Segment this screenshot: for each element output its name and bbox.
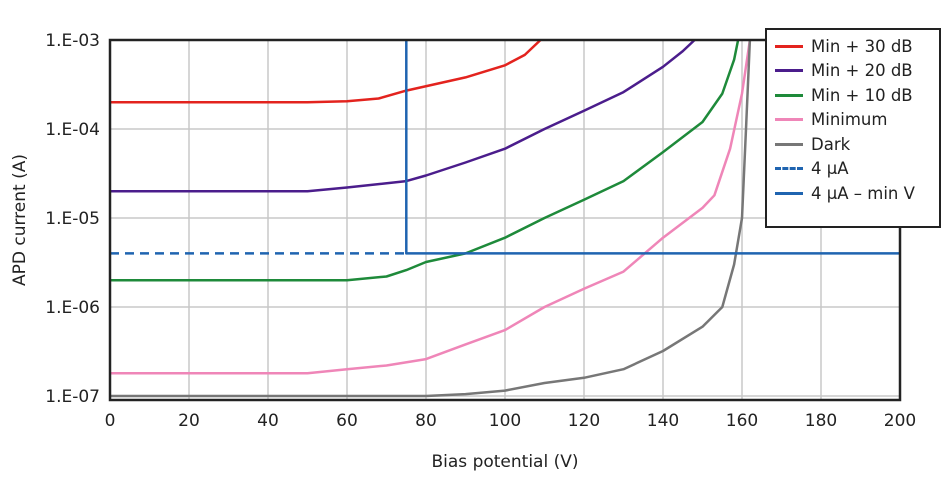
x-axis-label: Bias potential (V) — [432, 452, 579, 472]
series-line-0 — [110, 39, 542, 104]
legend-label: Min + 20 dB — [811, 61, 913, 81]
x-tick-label: 160 — [726, 411, 758, 431]
legend-label: Min + 10 dB — [811, 85, 913, 105]
series-line-3 — [110, 39, 752, 375]
y-tick-label: 1.E-05 — [45, 209, 100, 229]
legend-item: Min + 10 dB — [775, 83, 939, 108]
legend-item: Minimum — [775, 108, 939, 133]
y-axis-label: APD current (A) — [10, 154, 30, 286]
y-tick-label: 1.E-04 — [45, 120, 100, 140]
legend-swatch — [775, 118, 803, 122]
tick-labels: 0 20 40 60 80 100 120 140 160 180 200 1.E-03 1.E-04 1… — [45, 31, 916, 431]
legend: Min + 30 dB Min + 20 dB Min + 10 dB Minimum… — [765, 28, 941, 228]
x-tick-label: 120 — [568, 411, 600, 431]
y-tick-label: 1.E-07 — [45, 387, 100, 407]
x-tick-label: 140 — [647, 411, 679, 431]
legend-item: Min + 30 dB — [775, 34, 939, 59]
x-tick-label: 180 — [805, 411, 837, 431]
legend-item: 4 µA — [775, 157, 939, 182]
x-tick-label: 200 — [884, 411, 916, 431]
series-group — [110, 39, 900, 398]
legend-label: Minimum — [811, 110, 888, 130]
x-tick-label: 20 — [178, 411, 200, 431]
legend-swatch — [775, 69, 803, 73]
legend-swatch — [775, 167, 803, 171]
legend-item: Dark — [775, 132, 939, 157]
series-line-2 — [110, 39, 740, 282]
x-tick-label: 0 — [105, 411, 116, 431]
y-tick-label: 1.E-03 — [45, 31, 100, 51]
x-tick-label: 60 — [336, 411, 358, 431]
series-line-6 — [405, 40, 900, 255]
legend-swatch — [775, 191, 803, 195]
legend-label: Dark — [811, 134, 851, 154]
legend-item: Min + 20 dB — [775, 59, 939, 84]
legend-swatch — [775, 44, 803, 48]
legend-label: 4 µA – min V — [811, 183, 915, 203]
x-tick-label: 80 — [415, 411, 437, 431]
legend-label: Min + 30 dB — [811, 36, 913, 56]
series-line-4 — [110, 39, 752, 398]
series-line-1 — [110, 39, 696, 193]
legend-swatch — [775, 93, 803, 97]
x-tick-label: 100 — [489, 411, 521, 431]
y-tick-label: 1.E-06 — [45, 298, 100, 318]
legend-label: 4 µA — [811, 159, 849, 179]
x-tick-label: 40 — [257, 411, 279, 431]
legend-item: 4 µA – min V — [775, 181, 939, 206]
legend-swatch — [775, 142, 803, 146]
